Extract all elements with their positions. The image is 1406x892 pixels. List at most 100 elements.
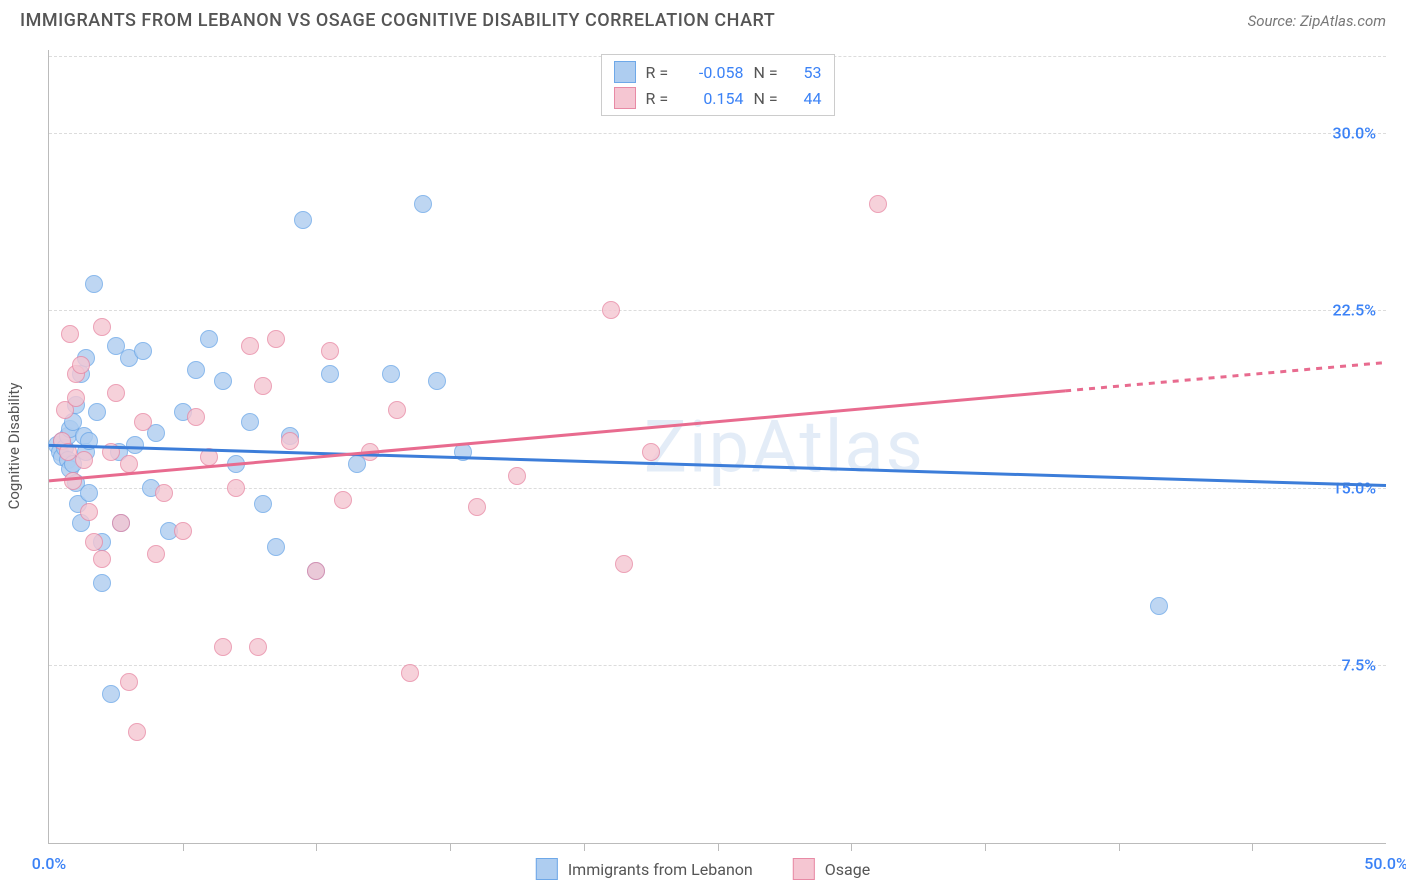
source-attribution: Source: ZipAtlas.com: [1248, 12, 1386, 30]
data-point: [107, 384, 125, 402]
x-tick-label: 0.0%: [32, 854, 66, 873]
data-point: [401, 664, 419, 682]
x-tick: [718, 843, 719, 851]
data-point: [187, 408, 205, 426]
data-point: [307, 562, 325, 580]
data-point: [361, 443, 379, 461]
legend-series-item: Osage: [793, 858, 870, 880]
data-point: [93, 318, 111, 336]
source-name: ZipAtlas.com: [1300, 12, 1386, 30]
data-point: [75, 451, 93, 469]
data-point: [67, 389, 85, 407]
y-axis-label: Cognitive Disability: [5, 383, 23, 510]
data-point: [128, 723, 146, 741]
data-point: [508, 467, 526, 485]
data-point: [334, 491, 352, 509]
data-point: [294, 211, 312, 229]
data-point: [147, 545, 165, 563]
trendline-solid: [49, 391, 1065, 481]
x-tick: [1119, 843, 1120, 851]
gridline: [49, 665, 1386, 666]
data-point: [267, 330, 285, 348]
y-tick-label: 15.0%: [1332, 478, 1376, 497]
legend-swatch: [793, 858, 815, 880]
data-point: [80, 503, 98, 521]
x-tick: [584, 843, 585, 851]
legend-series-label: Immigrants from Lebanon: [568, 860, 753, 879]
x-tick: [1252, 843, 1253, 851]
data-point: [120, 455, 138, 473]
data-point: [85, 533, 103, 551]
data-point: [468, 498, 486, 516]
data-point: [321, 342, 339, 360]
r-label: R =: [646, 89, 674, 108]
data-point: [187, 361, 205, 379]
data-point: [93, 574, 111, 592]
source-prefix: Source:: [1248, 12, 1300, 30]
y-tick-label: 7.5%: [1342, 656, 1376, 675]
trendline-dashed: [1065, 362, 1386, 390]
watermark-text: ZipAtlas: [644, 404, 925, 489]
data-point: [454, 443, 472, 461]
data-point: [112, 514, 130, 532]
x-tick: [985, 843, 986, 851]
data-point: [93, 550, 111, 568]
data-point: [85, 275, 103, 293]
y-tick-label: 30.0%: [1332, 123, 1376, 142]
data-point: [126, 436, 144, 454]
data-point: [72, 356, 90, 374]
data-point: [869, 195, 887, 213]
data-point: [200, 448, 218, 466]
legend-correlation-row: R = 0.154 N = 44: [614, 85, 822, 111]
r-value: 0.154: [684, 89, 744, 108]
chart-header: IMMIGRANTS FROM LEBANON VS OSAGE COGNITI…: [0, 0, 1406, 37]
r-label: R =: [646, 63, 674, 82]
n-value: 44: [792, 89, 822, 108]
data-point: [414, 195, 432, 213]
data-point: [281, 432, 299, 450]
data-point: [241, 337, 259, 355]
data-point: [382, 365, 400, 383]
data-point: [428, 372, 446, 390]
data-point: [134, 342, 152, 360]
data-point: [249, 638, 267, 656]
r-value: -0.058: [684, 63, 744, 82]
data-point: [321, 365, 339, 383]
data-point: [214, 638, 232, 656]
data-point: [602, 301, 620, 319]
data-point: [1150, 597, 1168, 615]
data-point: [227, 479, 245, 497]
x-tick: [450, 843, 451, 851]
series-legend: Immigrants from Lebanon Osage: [536, 858, 870, 880]
data-point: [267, 538, 285, 556]
data-point: [64, 472, 82, 490]
gridline: [49, 133, 1386, 134]
x-tick-label: 50.0%: [1364, 854, 1406, 873]
n-label: N =: [754, 63, 782, 82]
data-point: [80, 484, 98, 502]
data-point: [241, 413, 259, 431]
data-point: [120, 673, 138, 691]
legend-swatch: [614, 87, 636, 109]
legend-correlation-row: R =-0.058N =53: [614, 59, 822, 85]
data-point: [88, 403, 106, 421]
data-point: [214, 372, 232, 390]
y-tick-label: 22.5%: [1332, 301, 1376, 320]
data-point: [102, 685, 120, 703]
x-tick: [183, 843, 184, 851]
data-point: [174, 522, 192, 540]
data-point: [200, 330, 218, 348]
x-tick: [316, 843, 317, 851]
data-point: [254, 377, 272, 395]
data-point: [388, 401, 406, 419]
data-point: [642, 443, 660, 461]
data-point: [80, 432, 98, 450]
data-point: [134, 413, 152, 431]
legend-series-label: Osage: [825, 860, 870, 879]
data-point: [155, 484, 173, 502]
n-label: N =: [754, 89, 782, 108]
x-tick: [851, 843, 852, 851]
legend-series-item: Immigrants from Lebanon: [536, 858, 753, 880]
data-point: [227, 455, 245, 473]
trendline-solid: [49, 445, 1386, 485]
